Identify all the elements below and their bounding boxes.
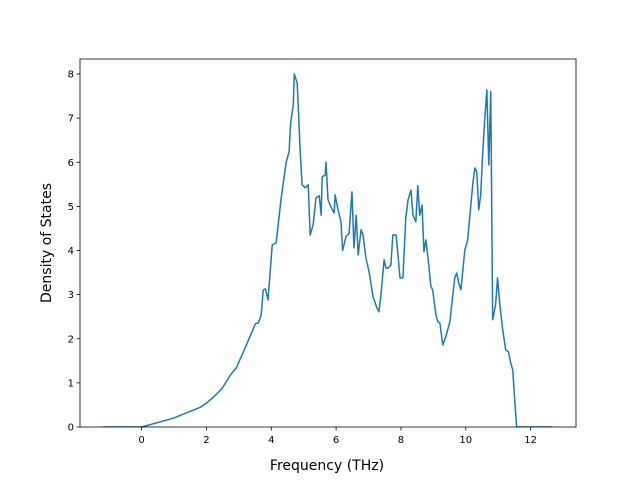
x-tick-label: 6 [333,435,339,446]
y-tick-label: 1 [68,378,74,389]
dos-line [102,73,553,427]
x-tick-label: 0 [138,435,144,446]
y-tick-label: 0 [68,423,74,434]
x-tick-label: 8 [398,435,404,446]
y-tick-label: 7 [68,114,74,125]
x-tick-label: 12 [524,435,537,446]
axes-frame [79,58,577,428]
y-tick-label: 4 [68,246,74,257]
y-tick-label: 3 [68,290,74,301]
y-tick-label: 8 [68,70,74,81]
x-tick-label: 2 [203,435,209,446]
y-tick-label: 5 [68,202,74,213]
x-axis-label: Frequency (THz) [270,458,384,474]
y-tick-label: 6 [68,158,74,169]
y-tick-label: 2 [68,334,74,345]
x-tick-label: 4 [268,435,274,446]
y-axis-label: Density of States [39,183,55,303]
x-tick-label: 10 [459,435,472,446]
